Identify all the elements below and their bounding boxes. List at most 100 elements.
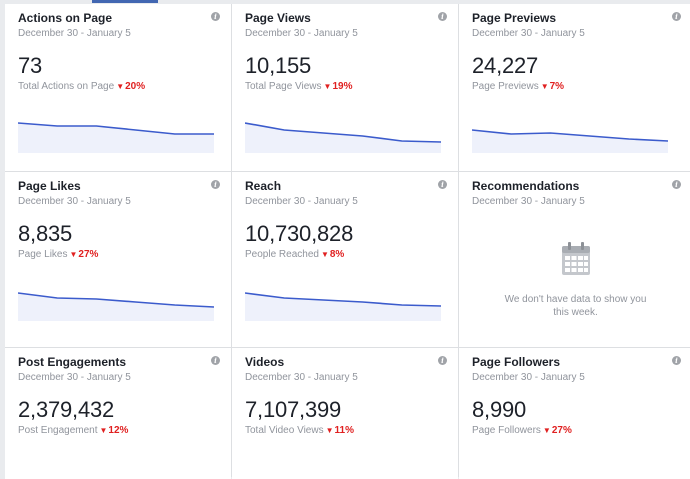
active-tab-indicator: [92, 0, 158, 3]
sparkline-area: [18, 293, 214, 321]
metric-label: Total Video Views: [245, 425, 324, 436]
card-metric: Page Previews ▼7%: [472, 81, 690, 93]
metric-label: Page Previews: [472, 81, 539, 92]
card-value: 7,107,399: [245, 397, 342, 422]
card-page-previews[interactable]: Page Previews December 30 - January 5 24…: [459, 4, 690, 171]
sparkline: [472, 461, 668, 479]
delta-badge: ▼20%: [116, 81, 145, 92]
card-value: 8,835: [18, 221, 73, 246]
triangle-down-icon: ▼: [325, 426, 334, 435]
card-value: 2,379,432: [18, 397, 115, 422]
sparkline: [18, 292, 214, 321]
card-metric: Post Engagement ▼12%: [18, 425, 231, 437]
metric-label: People Reached: [245, 249, 319, 260]
card-post-engagements[interactable]: Post Engagements December 30 - January 5…: [5, 348, 231, 479]
info-icon[interactable]: i: [672, 12, 681, 21]
card-metric: People Reached ▼8%: [245, 249, 458, 261]
card-reach[interactable]: Reach December 30 - January 5 10,730,828…: [232, 172, 458, 347]
delta-badge: ▼12%: [100, 425, 129, 436]
sparkline: [245, 122, 441, 153]
card-date-range: December 30 - January 5: [18, 28, 131, 39]
insights-summary-grid: Actions on Page December 30 - January 5 …: [5, 4, 690, 479]
card-title: Post Engagements: [18, 355, 127, 369]
card-metric: Total Video Views ▼11%: [245, 425, 458, 437]
card-metric: Total Actions on Page ▼20%: [18, 81, 231, 93]
sparkline-area: [245, 123, 441, 153]
card-date-range: December 30 - January 5: [472, 196, 585, 207]
triangle-down-icon: ▼: [320, 250, 329, 259]
triangle-down-icon: ▼: [542, 426, 551, 435]
card-actions-on-page[interactable]: Actions on Page December 30 - January 5 …: [5, 4, 231, 171]
delta-badge: ▼11%: [326, 425, 354, 436]
sparkline-area: [18, 123, 214, 153]
delta-value: 8%: [329, 249, 345, 260]
empty-state: We don't have data to show you this week…: [459, 242, 690, 319]
delta-value: 11%: [334, 425, 354, 436]
card-date-range: December 30 - January 5: [245, 28, 358, 39]
info-icon[interactable]: i: [672, 180, 681, 189]
sparkline-line: [18, 122, 214, 135]
card-value: 10,155: [245, 53, 312, 78]
sparkline: [18, 122, 214, 153]
card-metric: Page Followers ▼27%: [472, 425, 690, 437]
metric-label: Total Actions on Page: [18, 81, 115, 92]
delta-value: 12%: [108, 425, 129, 436]
metric-label: Post Engagement: [18, 425, 98, 436]
sparkline-line: [18, 292, 214, 308]
info-icon[interactable]: i: [211, 180, 220, 189]
card-title: Page Views: [245, 11, 311, 25]
delta-badge: ▼27%: [69, 249, 98, 260]
delta-value: 27%: [551, 425, 572, 436]
card-metric: Total Page Views ▼19%: [245, 81, 458, 93]
card-recommendations[interactable]: Recommendations December 30 - January 5 …: [459, 172, 690, 347]
calendar-icon: [561, 242, 591, 276]
triangle-down-icon: ▼: [116, 82, 125, 91]
card-date-range: December 30 - January 5: [472, 372, 585, 383]
triangle-down-icon: ▼: [99, 426, 108, 435]
card-date-range: December 30 - January 5: [245, 196, 358, 207]
card-page-views[interactable]: Page Views December 30 - January 5 10,15…: [232, 4, 458, 171]
delta-badge: ▼8%: [321, 249, 344, 260]
card-value: 73: [18, 53, 43, 78]
card-page-followers[interactable]: Page Followers December 30 - January 5 8…: [459, 348, 690, 479]
sparkline: [245, 292, 441, 321]
card-date-range: December 30 - January 5: [245, 372, 358, 383]
card-value: 10,730,828: [245, 221, 354, 246]
card-value: 24,227: [472, 53, 539, 78]
empty-state-message: We don't have data to show you this week…: [504, 294, 647, 318]
info-icon[interactable]: i: [672, 356, 681, 365]
info-icon[interactable]: i: [211, 12, 220, 21]
delta-badge: ▼7%: [541, 81, 564, 92]
card-metric: Page Likes ▼27%: [18, 249, 231, 261]
sparkline-line: [245, 122, 441, 143]
delta-value: 19%: [332, 81, 353, 92]
info-icon[interactable]: i: [438, 180, 447, 189]
sparkline-area: [472, 130, 668, 153]
card-title: Page Likes: [18, 179, 81, 193]
card-title: Reach: [245, 179, 282, 193]
metric-label: Page Followers: [472, 425, 541, 436]
sparkline-area: [245, 293, 441, 321]
sparkline: [245, 461, 441, 479]
card-page-likes[interactable]: Page Likes December 30 - January 5 8,835…: [5, 172, 231, 347]
card-title: Videos: [245, 355, 285, 369]
sparkline: [472, 129, 668, 153]
triangle-down-icon: ▼: [323, 82, 332, 91]
card-value: 8,990: [472, 397, 527, 422]
delta-value: 27%: [78, 249, 99, 260]
delta-value: 7%: [549, 81, 565, 92]
delta-badge: ▼27%: [543, 425, 572, 436]
metric-label: Page Likes: [18, 249, 68, 260]
card-title: Actions on Page: [18, 11, 113, 25]
card-title: Page Previews: [472, 11, 557, 25]
info-icon[interactable]: i: [438, 12, 447, 21]
card-date-range: December 30 - January 5: [18, 196, 131, 207]
card-date-range: December 30 - January 5: [18, 372, 131, 383]
card-videos[interactable]: Videos December 30 - January 5 7,107,399…: [232, 348, 458, 479]
info-icon[interactable]: i: [438, 356, 447, 365]
info-icon[interactable]: i: [211, 356, 220, 365]
triangle-down-icon: ▼: [69, 250, 78, 259]
delta-value: 20%: [125, 81, 146, 92]
sparkline: [18, 461, 214, 479]
sparkline-line: [245, 292, 441, 307]
